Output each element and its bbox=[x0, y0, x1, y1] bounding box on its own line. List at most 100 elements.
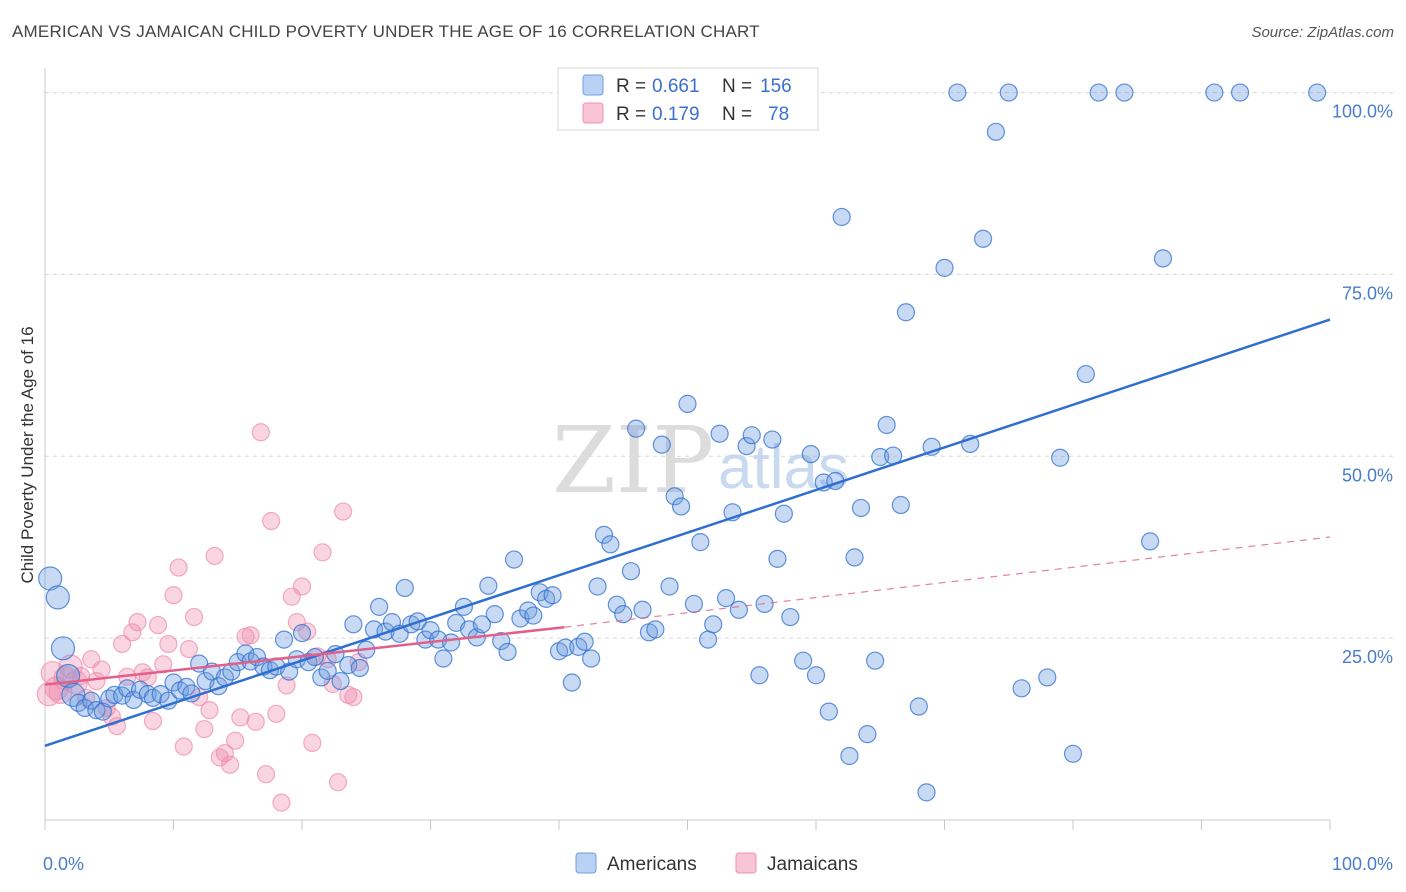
americans-point-125 bbox=[845, 548, 864, 567]
americans-point-133 bbox=[896, 303, 916, 322]
jamaicans-trend-line bbox=[44, 625, 565, 686]
watermark-atlas: atlas bbox=[718, 433, 849, 502]
americans-point-62 bbox=[434, 649, 453, 668]
americans-point-101 bbox=[684, 594, 704, 614]
americans-point-89 bbox=[607, 595, 626, 614]
americans-point-144 bbox=[1038, 668, 1057, 687]
y-axis-label: Child Poverty Under the Age of 16 bbox=[18, 326, 37, 583]
americans-point-138 bbox=[948, 83, 967, 102]
tick-labels: 25.0% 50.0% 75.0% 100.0% 0.0% 100.0% bbox=[43, 102, 1393, 874]
americans-point-95 bbox=[646, 620, 665, 639]
legend-n-label-jamaicans: N = bbox=[722, 104, 752, 125]
jamaicans-points bbox=[36, 423, 368, 812]
jamaicans-point-29 bbox=[184, 607, 204, 627]
jamaicans-point-31 bbox=[195, 719, 214, 739]
source-label: Source: ZipAtlas.com bbox=[1251, 24, 1394, 41]
y-tick-label-0: 25.0% bbox=[1342, 647, 1393, 667]
americans-point-134 bbox=[909, 697, 928, 716]
jamaicans-point-27 bbox=[174, 737, 193, 756]
americans-point-118 bbox=[801, 444, 820, 464]
legend-r-americans: 0.661 bbox=[652, 76, 700, 97]
americans-point-128 bbox=[866, 651, 885, 670]
americans-point-151 bbox=[1153, 249, 1173, 268]
americans-point-47 bbox=[339, 655, 358, 675]
americans-point-81 bbox=[556, 638, 575, 657]
jamaicans-trend-extension bbox=[564, 536, 1331, 628]
jamaicans-point-28 bbox=[179, 639, 199, 659]
americans-points bbox=[38, 83, 1327, 802]
jamaicans-point-60 bbox=[344, 687, 363, 707]
americans-point-70 bbox=[485, 605, 504, 624]
americans-point-97 bbox=[660, 577, 679, 596]
americans-point-114 bbox=[768, 549, 787, 568]
americans-point-100 bbox=[678, 394, 697, 413]
x-tick-label-1: 100.0% bbox=[1332, 854, 1393, 874]
americans-point-44 bbox=[318, 661, 337, 680]
americans-point-76 bbox=[524, 606, 543, 625]
americans-point-117 bbox=[794, 651, 813, 670]
americans-point-73 bbox=[504, 550, 524, 569]
americans-point-90 bbox=[614, 605, 633, 624]
americans-point-0 bbox=[38, 566, 63, 591]
americans-point-86 bbox=[588, 577, 607, 596]
jamaicans-point-43 bbox=[256, 765, 276, 784]
y-tick-label-1: 50.0% bbox=[1342, 465, 1393, 485]
jamaicans-point-5 bbox=[58, 654, 83, 679]
watermark-zip: ZIP bbox=[552, 407, 714, 514]
americans-point-85 bbox=[582, 649, 601, 668]
jamaicans-point-42 bbox=[251, 423, 270, 442]
americans-trend-line bbox=[44, 318, 1331, 747]
americans-point-103 bbox=[698, 630, 718, 649]
jamaicans-point-18 bbox=[128, 613, 147, 632]
x-tick-label-0: 0.0% bbox=[43, 854, 84, 874]
jamaicans-point-35 bbox=[215, 743, 234, 763]
americans-point-48 bbox=[344, 615, 363, 634]
legend-n-label-americans: N = bbox=[722, 76, 752, 97]
americans-point-132 bbox=[891, 495, 910, 515]
americans-point-111 bbox=[750, 666, 769, 685]
jamaicans-point-38 bbox=[231, 708, 250, 727]
americans-point-141 bbox=[986, 122, 1006, 141]
jamaicans-point-14 bbox=[107, 717, 127, 736]
series-legend-americans: Americans bbox=[607, 854, 697, 875]
americans-point-52 bbox=[370, 597, 389, 616]
americans-point-153 bbox=[1230, 83, 1250, 102]
americans-point-116 bbox=[781, 607, 800, 627]
jamaicans-point-15 bbox=[112, 634, 132, 654]
jamaicans-point-44 bbox=[262, 511, 281, 531]
series-legend: Americans Jamaicans bbox=[575, 852, 858, 875]
jamaicans-point-45 bbox=[267, 704, 286, 723]
americans-point-137 bbox=[935, 258, 954, 277]
americans-point-110 bbox=[742, 426, 761, 445]
americans-point-1 bbox=[45, 585, 70, 610]
americans-point-40 bbox=[292, 623, 312, 643]
jamaicans-point-24 bbox=[159, 634, 178, 654]
americans-point-149 bbox=[1115, 83, 1134, 102]
americans-point-6 bbox=[75, 698, 94, 718]
jamaicans-point-50 bbox=[292, 577, 312, 596]
americans-point-119 bbox=[806, 666, 826, 685]
americans-point-82 bbox=[562, 673, 581, 692]
americans-point-88 bbox=[601, 535, 620, 554]
americans-point-143 bbox=[1012, 679, 1031, 698]
americans-point-127 bbox=[858, 725, 877, 744]
americans-point-124 bbox=[840, 746, 859, 766]
legend-r-label-americans: R = bbox=[616, 76, 646, 97]
americans-point-126 bbox=[851, 498, 871, 518]
jamaicans-point-52 bbox=[303, 733, 322, 752]
americans-point-75 bbox=[519, 601, 538, 620]
americans-point-147 bbox=[1076, 364, 1095, 384]
americans-point-152 bbox=[1205, 83, 1224, 102]
legend-n-jamaicans: 78 bbox=[768, 104, 789, 125]
americans-point-8 bbox=[87, 701, 106, 720]
americans-point-135 bbox=[917, 783, 936, 802]
jamaicans-point-21 bbox=[143, 711, 163, 731]
americans-point-109 bbox=[737, 436, 756, 456]
jamaicans-point-46 bbox=[272, 793, 291, 812]
americans-point-87 bbox=[594, 525, 614, 544]
americans-point-121 bbox=[819, 702, 838, 721]
americans-point-71 bbox=[492, 631, 511, 651]
jamaicans-point-41 bbox=[246, 712, 265, 731]
americans-point-46 bbox=[331, 671, 350, 691]
americans-point-108 bbox=[729, 600, 749, 619]
